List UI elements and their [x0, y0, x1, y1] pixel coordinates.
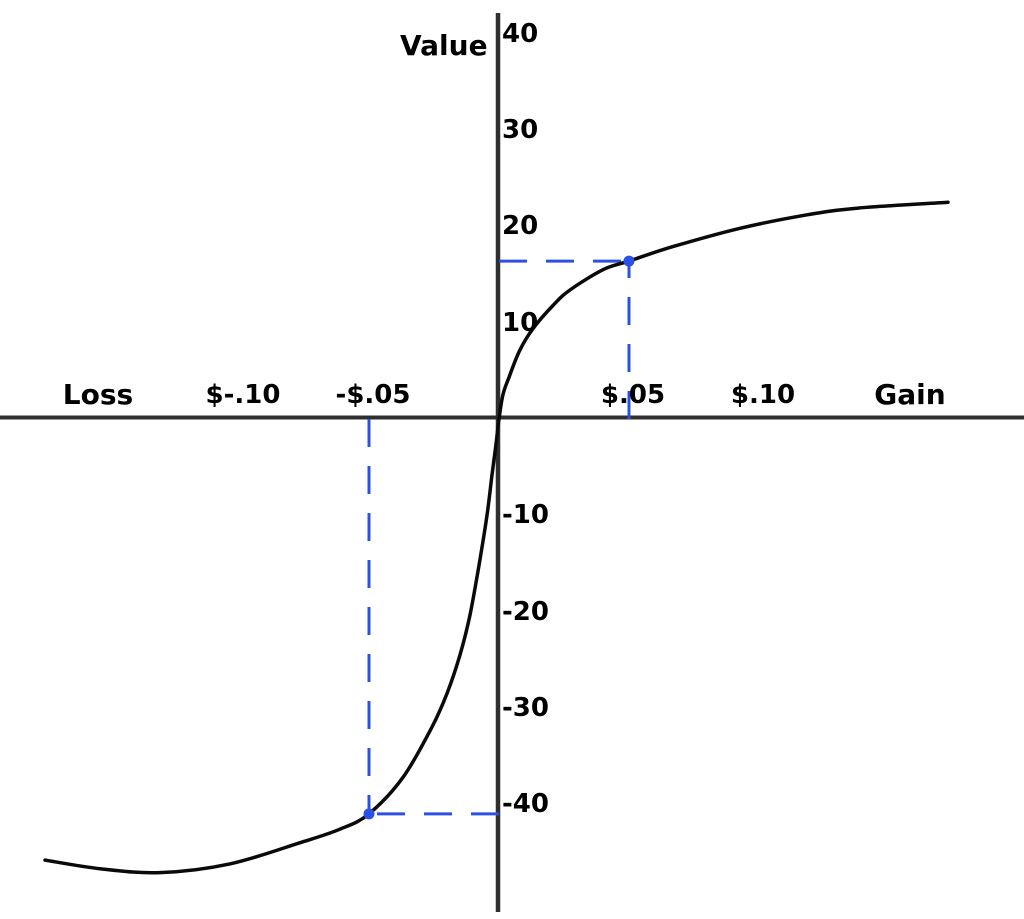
y-tick-label: -20	[502, 596, 549, 627]
curve-point-dot	[623, 255, 635, 267]
x-axis-loss-label: Loss	[62, 378, 134, 411]
y-tick-label: 10	[502, 307, 539, 338]
y-tick-label: -40	[502, 789, 549, 820]
y-tick-label: -10	[502, 500, 549, 531]
y-tick-label: 20	[502, 211, 539, 242]
x-tick-label: -$.05	[335, 380, 411, 410]
y-tick-label: -30	[502, 692, 549, 723]
x-axis-gain-label: Gain	[874, 378, 946, 411]
value-function-curve	[43, 200, 950, 875]
value-function-path	[43, 200, 950, 875]
x-tick-label: $.05	[600, 380, 666, 410]
y-tick-label: 30	[502, 115, 539, 146]
y-tick-label: 40	[502, 18, 539, 49]
y-axis-label: Value	[400, 29, 488, 62]
x-tick-label: $.10	[730, 380, 796, 410]
curve-point-dot	[363, 808, 375, 820]
axes	[0, 13, 1024, 912]
x-tick-label: $-.10	[205, 380, 281, 410]
annotation-dots	[363, 255, 635, 820]
dashed-guide-lines	[367, 259, 631, 816]
